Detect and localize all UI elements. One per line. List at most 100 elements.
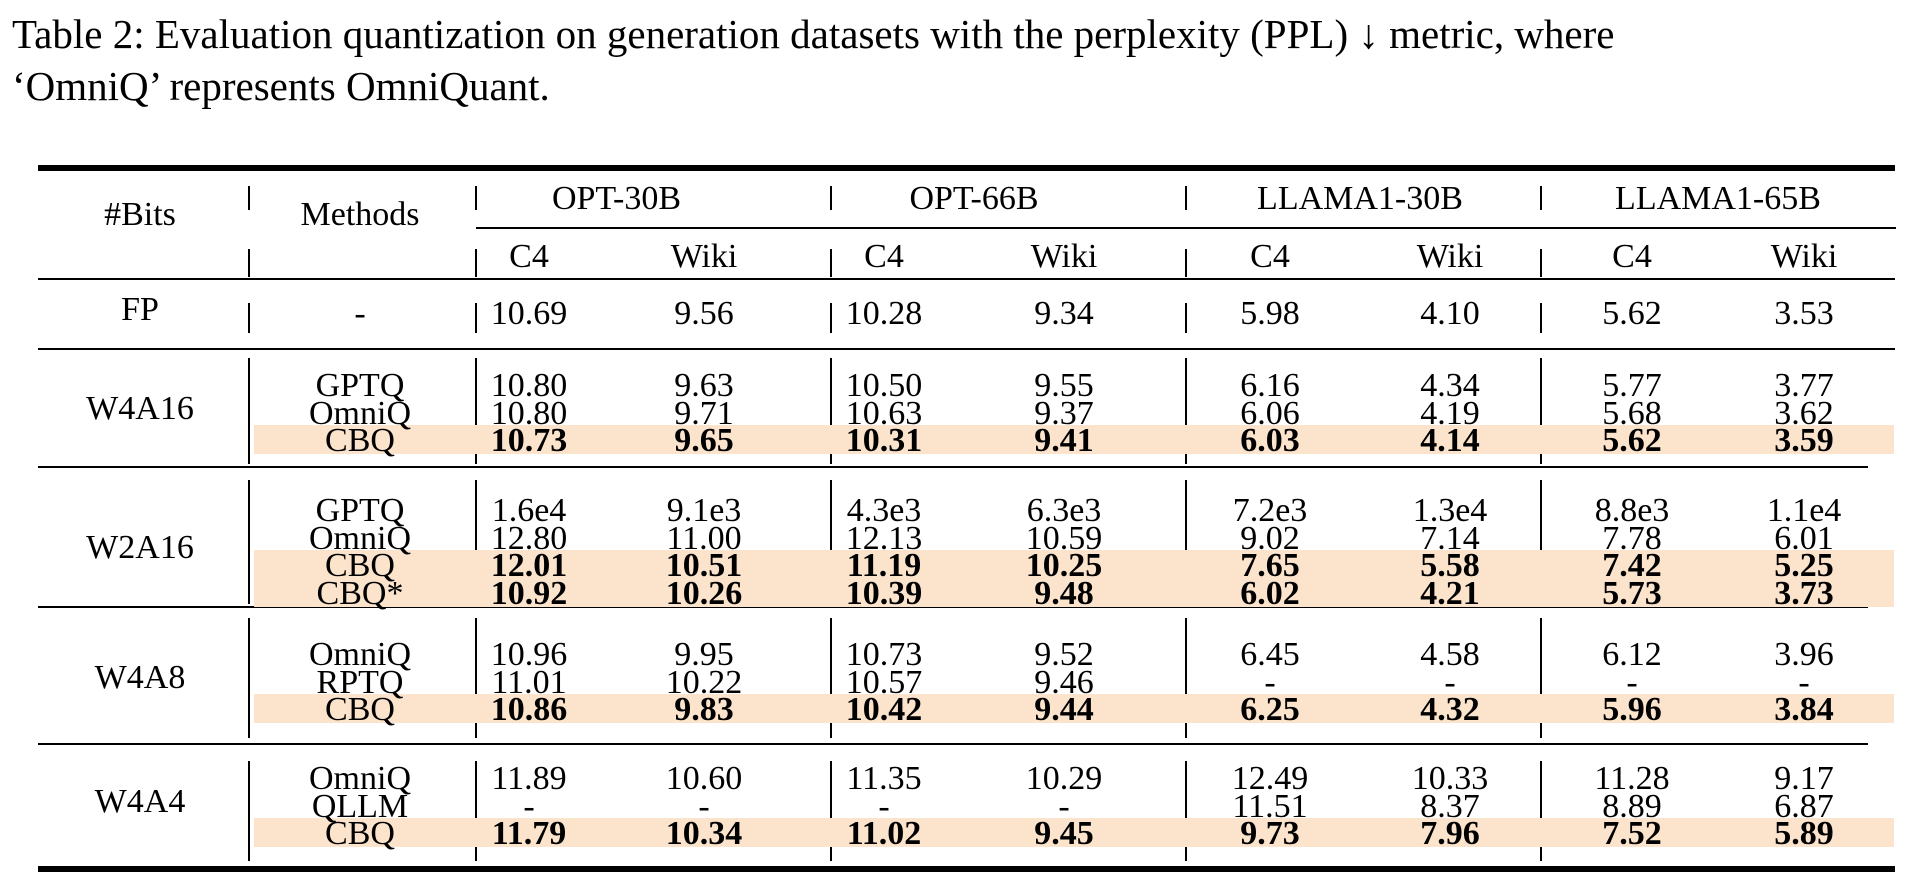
column-divider	[1540, 618, 1542, 738]
header-subcol: Wiki	[1416, 238, 1484, 275]
table-cell: 4.34	[1420, 367, 1480, 404]
header-bits: #Bits	[104, 196, 176, 233]
table-cell: 4.19	[1420, 394, 1480, 432]
header-model: OPT-66B	[909, 180, 1039, 217]
header-subcol: C4	[509, 238, 549, 275]
table-caption: Table 2: Evaluation quantization on gene…	[12, 8, 1912, 112]
table-cell: 10.69	[490, 295, 568, 332]
table-cell: 5.77	[1602, 367, 1662, 404]
table-cell: 8.37	[1420, 787, 1480, 825]
table-cell: 4.21	[1420, 574, 1480, 612]
table-cell: 11.28	[1594, 760, 1670, 797]
table-cell: 10.51	[665, 547, 743, 584]
column-divider	[475, 358, 477, 464]
table-cell: 12.13	[845, 519, 923, 557]
column-divider	[1185, 761, 1187, 861]
table-cell: 4.14	[1420, 422, 1480, 459]
column-divider	[248, 480, 250, 604]
table-cell: 10.96	[490, 636, 568, 673]
column-divider	[1540, 761, 1542, 861]
table-cell: 9.02	[1240, 519, 1300, 557]
table-cell: 3.84	[1774, 691, 1834, 728]
column-divider	[1185, 480, 1187, 604]
table-cell: 5.58	[1420, 547, 1480, 584]
table-cell: 10.29	[1025, 760, 1103, 797]
table-cell: 1.6e4	[491, 492, 567, 529]
table-cell: 1.3e4	[1412, 492, 1488, 529]
table-cell: 9.1e3	[666, 492, 742, 529]
table-cell: 10.25	[1025, 547, 1103, 584]
table-cell: 8.8e3	[1594, 492, 1670, 529]
table-cell: 3.73	[1774, 574, 1834, 612]
method-label: GPTQ	[315, 492, 405, 529]
table-cell: 5.89	[1774, 815, 1834, 852]
table-cell: 9.46	[1034, 663, 1094, 701]
column-divider	[1540, 249, 1542, 277]
table-cell: 11.02	[846, 815, 922, 852]
method-label: CBQ	[325, 547, 395, 584]
column-divider	[1185, 618, 1187, 738]
row-separator	[38, 466, 1868, 468]
table-cell: 10.39	[845, 574, 923, 612]
column-divider	[248, 186, 250, 210]
table-cell: 10.26	[665, 574, 743, 612]
table-cell: 7.65	[1240, 547, 1300, 584]
table-cell: 9.41	[1034, 422, 1094, 459]
column-divider	[475, 480, 477, 604]
column-divider	[1540, 303, 1542, 333]
method-label: CBQ*	[316, 574, 404, 612]
table-cell: 6.03	[1240, 422, 1300, 459]
table-cell: -	[1444, 663, 1456, 701]
table-cell: 3.96	[1774, 636, 1834, 673]
column-divider	[1540, 186, 1542, 210]
method-label: CBQ	[325, 815, 395, 852]
table-cell: 8.89	[1602, 787, 1662, 825]
table-cell: 5.96	[1602, 691, 1662, 728]
table-cell: 4.10	[1420, 295, 1480, 332]
table-cell: 6.01	[1774, 519, 1834, 557]
table-cell: 7.52	[1602, 815, 1662, 852]
top-rule	[38, 165, 1895, 171]
column-divider	[830, 761, 832, 861]
bits-label: W4A8	[94, 659, 186, 697]
table-cell: 10.63	[845, 394, 923, 432]
bits-label: FP	[121, 290, 159, 328]
table-cell: 9.95	[674, 636, 734, 673]
table-cell: 9.17	[1774, 760, 1834, 797]
column-divider	[830, 358, 832, 464]
column-divider	[248, 303, 250, 333]
table-cell: 10.86	[490, 691, 568, 728]
column-divider	[1540, 480, 1542, 604]
highlight-band	[254, 550, 1894, 579]
table-cell: 9.56	[674, 295, 734, 332]
row-separator	[38, 606, 1868, 608]
table-cell: 9.44	[1034, 691, 1094, 728]
caption-line-1: Table 2: Evaluation quantization on gene…	[12, 11, 1615, 57]
table-cell: 9.37	[1034, 394, 1094, 432]
table-cell: 9.52	[1034, 636, 1094, 673]
column-divider	[475, 249, 477, 277]
row-separator	[38, 348, 1895, 350]
table-cell: 9.34	[1034, 295, 1094, 332]
method-label: -	[354, 295, 366, 332]
table-cell: 9.83	[674, 691, 734, 728]
method-label: QLLM	[311, 787, 409, 825]
header-subcol: C4	[1612, 238, 1652, 275]
table-cell: -	[698, 787, 710, 825]
table-cell: 10.22	[665, 663, 743, 701]
column-divider	[248, 249, 250, 277]
table-cell: 10.59	[1025, 519, 1103, 557]
header-model: LLAMA1-30B	[1257, 180, 1463, 217]
method-label: OmniQ	[309, 519, 411, 557]
table-cell: 4.58	[1420, 636, 1480, 673]
table-cell: -	[523, 787, 535, 825]
table-cell: 9.65	[674, 422, 734, 459]
column-divider	[1185, 358, 1187, 464]
method-label: OmniQ	[309, 636, 411, 673]
table-cell: 5.62	[1602, 295, 1662, 332]
method-label: CBQ	[325, 422, 395, 459]
table-cell: 5.25	[1774, 547, 1834, 584]
table-cell: 6.3e3	[1026, 492, 1102, 529]
table-cell: 11.89	[491, 760, 567, 797]
header-model: OPT-30B	[551, 180, 682, 217]
